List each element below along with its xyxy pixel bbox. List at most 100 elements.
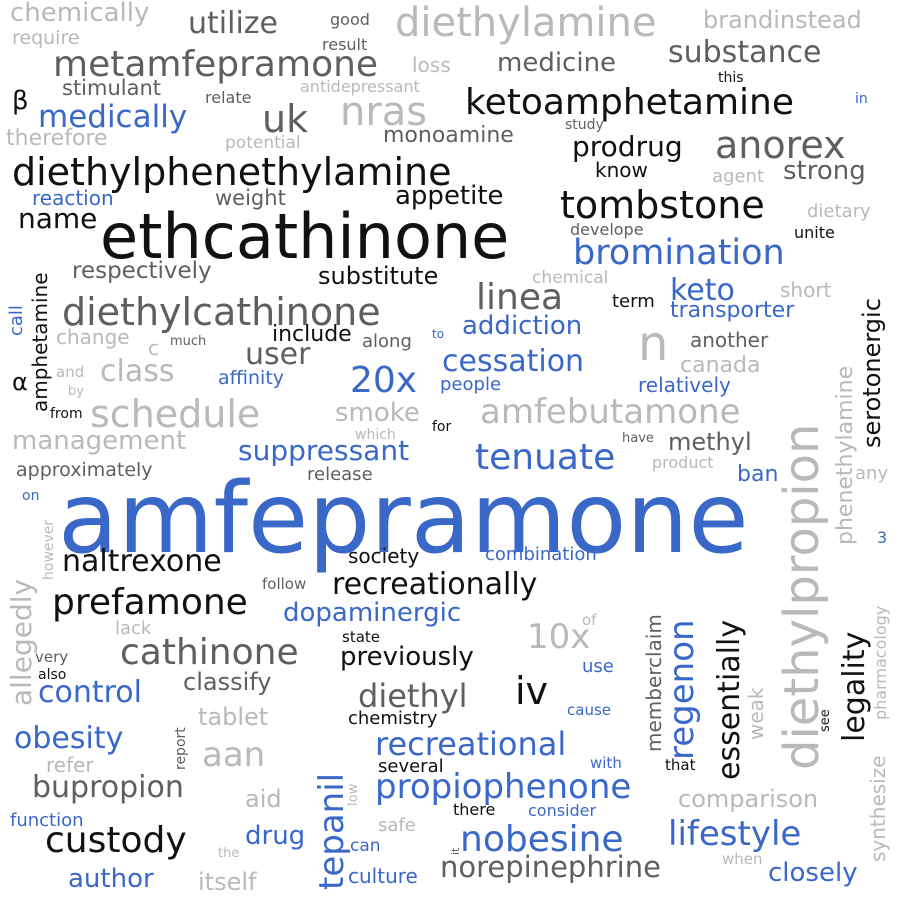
cloud-word: n: [638, 316, 669, 372]
cloud-word: stimulant: [62, 76, 162, 100]
cloud-word: canada: [680, 353, 761, 378]
cloud-word: for: [432, 419, 452, 435]
cloud-word: 10x: [527, 617, 591, 657]
cloud-word: substance: [668, 35, 822, 70]
cloud-word: obesity: [14, 721, 124, 756]
cloud-word: affinity: [218, 367, 285, 389]
cloud-word: diethylamine: [395, 0, 657, 46]
cloud-word: chemically: [10, 0, 150, 28]
cloud-word: synthesize: [866, 755, 890, 862]
cloud-word: itself: [198, 868, 257, 896]
cloud-word: uk: [262, 97, 309, 141]
cloud-word: by: [68, 384, 84, 399]
cloud-word: develope: [570, 220, 644, 239]
cloud-word: the: [218, 846, 240, 861]
cloud-word: unite: [794, 223, 835, 242]
cloud-word: diethylphenethylamine: [12, 150, 452, 194]
cloud-word: serotonergic: [858, 298, 886, 448]
cloud-word: author: [68, 864, 154, 894]
cloud-word: classify: [183, 668, 272, 696]
cloud-word: of: [582, 611, 597, 629]
cloud-word: cessation: [442, 344, 585, 379]
cloud-word: metamfepramone: [53, 44, 379, 85]
cloud-word: anorex: [715, 123, 846, 167]
cloud-word: essentially: [712, 619, 747, 780]
cloud-word: refer: [46, 753, 94, 777]
cloud-word: approximately: [16, 459, 153, 481]
cloud-word: class: [100, 354, 175, 389]
cloud-word: amphetamine: [28, 272, 52, 412]
cloud-word: also: [38, 667, 67, 683]
cloud-word: methyl: [668, 428, 752, 456]
cloud-word: smoke: [335, 398, 420, 428]
cloud-word: short: [780, 278, 832, 302]
cloud-word: any: [855, 463, 889, 484]
cloud-word: prodrug: [572, 130, 683, 163]
cloud-word: there: [453, 800, 496, 819]
cloud-word: tepanil: [312, 772, 352, 890]
cloud-word: appetite: [395, 181, 504, 211]
cloud-word: which: [355, 427, 396, 443]
cloud-word: call: [6, 305, 27, 336]
cloud-word: have: [622, 431, 654, 446]
cloud-word: relatively: [638, 373, 731, 397]
cloud-word: follow: [262, 575, 307, 593]
cloud-word: regenon: [662, 619, 702, 760]
cloud-word: agent: [712, 166, 764, 187]
cloud-word: tombstone: [560, 183, 765, 227]
cloud-word: monoamine: [383, 123, 514, 148]
cloud-word: strong: [783, 156, 866, 186]
cloud-word: state: [342, 628, 380, 646]
cloud-word: society: [348, 544, 420, 568]
cloud-word: suppressant: [238, 434, 410, 467]
cloud-word: prefamone: [52, 582, 248, 623]
cloud-word: can: [350, 836, 381, 856]
cloud-word: cause: [567, 701, 611, 719]
cloud-word: transporter: [670, 298, 795, 323]
cloud-word: very: [35, 648, 69, 666]
cloud-word: nras: [340, 89, 428, 135]
cloud-word: propiophenone: [375, 767, 632, 807]
cloud-word: ketoamphetamine: [465, 82, 795, 123]
cloud-word: iv: [515, 669, 549, 713]
cloud-word: allegedly: [5, 578, 38, 706]
cloud-word: pharmacology: [871, 605, 890, 720]
cloud-word: recreationally: [332, 567, 538, 602]
cloud-word: however: [41, 519, 57, 580]
cloud-word: it: [449, 847, 462, 855]
cloud-word: safe: [378, 815, 416, 836]
cloud-word: study: [565, 117, 604, 133]
cloud-word: people: [440, 374, 502, 395]
cloud-word: brandinstead: [703, 6, 862, 34]
cloud-word: diethylcathinone: [62, 290, 381, 334]
cloud-word: result: [322, 35, 368, 54]
cloud-word: culture: [348, 864, 418, 888]
cloud-word: chemical: [532, 268, 609, 288]
cloud-word: closely: [768, 858, 858, 888]
cloud-word: antidepressant: [300, 77, 420, 96]
cloud-word: weak: [744, 687, 768, 741]
cloud-word: therefore: [6, 126, 108, 151]
cloud-word: respectively: [72, 258, 212, 284]
cloud-word: β: [12, 86, 29, 116]
cloud-word: control: [38, 675, 142, 710]
cloud-word: consider: [528, 801, 597, 820]
cloud-word: another: [690, 328, 769, 352]
cloud-word: weight: [215, 186, 286, 210]
cloud-word: require: [12, 27, 80, 49]
cloud-word: 20x: [350, 360, 418, 401]
cloud-word: potential: [225, 133, 301, 153]
cloud-word: when: [722, 850, 763, 868]
cloud-word: include: [272, 322, 352, 347]
cloud-word: know: [595, 158, 648, 182]
cloud-word: utilize: [188, 6, 278, 41]
cloud-word: c: [148, 336, 159, 360]
cloud-word: custody: [45, 820, 187, 861]
cloud-word: phenethylamine: [833, 365, 858, 545]
cloud-word: amfepramone: [58, 462, 749, 576]
cloud-word: ethcathinone: [100, 200, 510, 273]
cloud-word: loss: [412, 53, 451, 77]
cloud-word: diethyl: [358, 677, 468, 715]
cloud-word: along: [362, 331, 412, 352]
